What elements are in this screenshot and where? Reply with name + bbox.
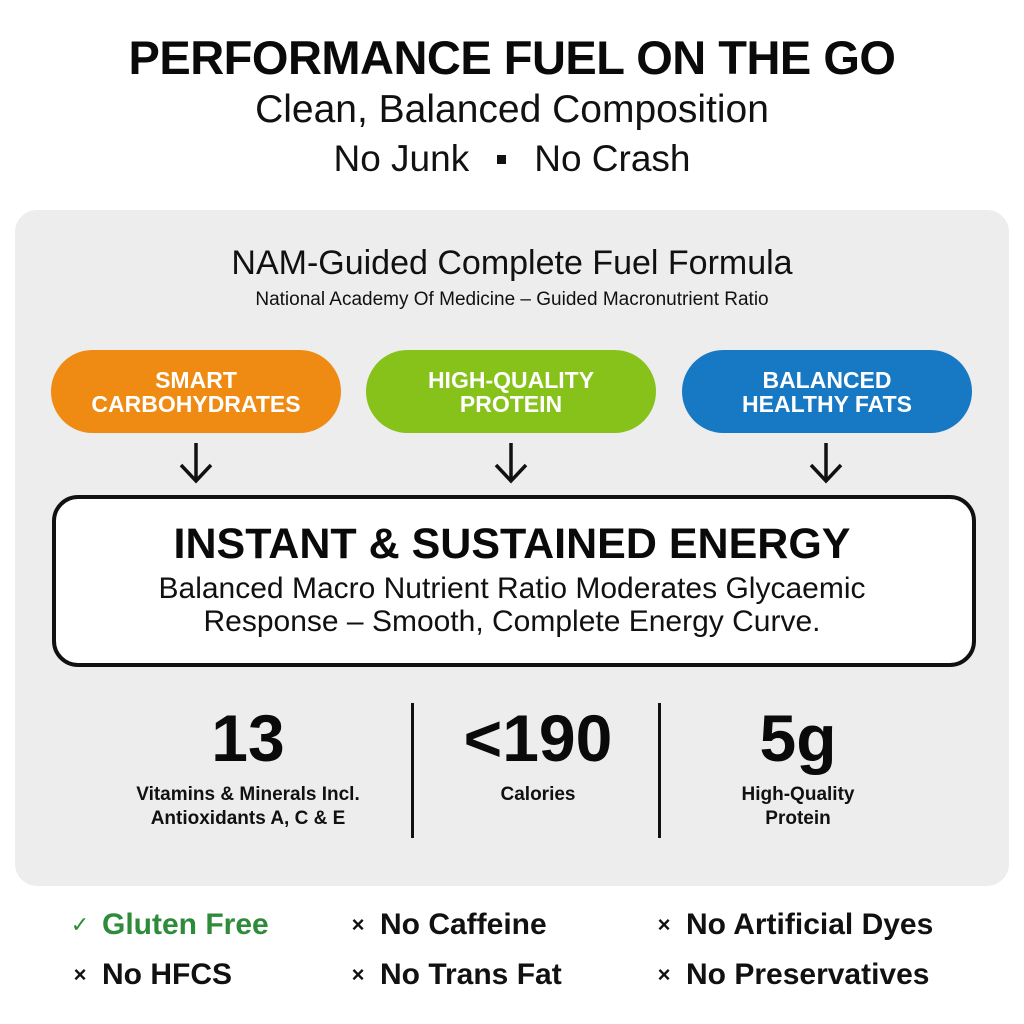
claim-no-artificial-dyes: × No Artificial Dyes (654, 908, 934, 942)
cross-icon: × (351, 962, 365, 987)
down-arrow-icon (494, 443, 528, 484)
pill-high-quality-protein: HIGH-QUALITY PROTEIN (366, 350, 656, 433)
stat-label-line-1: High-Quality (741, 784, 855, 805)
headline: PERFORMANCE FUEL ON THE GO (128, 31, 896, 84)
energy-box (52, 495, 976, 667)
claim-text: No Artificial Dyes (686, 908, 934, 941)
energy-description: Balanced Macro Nutrient Ratio Moderates … (0, 572, 1024, 638)
claim-text: No HFCS (102, 958, 232, 991)
tagline: No Junk No Crash (0, 138, 1024, 180)
cross-icon: × (657, 912, 671, 937)
stat-label-line-2: Protein (765, 808, 831, 829)
pill-line-2: CARBOHYDRATES (91, 390, 301, 417)
pill-line-1: BALANCED (762, 366, 892, 393)
claim-text: No Trans Fat (380, 958, 562, 991)
stat-label-line-1: Calories (500, 784, 576, 805)
stat-label-protein: High-Quality Protein (663, 783, 933, 831)
down-arrow-icon (179, 443, 213, 484)
tagline-left: No Junk (333, 138, 470, 179)
stat-value-protein: 5g (759, 701, 837, 775)
down-arrow-icon (809, 443, 843, 484)
cross-icon: × (657, 962, 671, 987)
stat-value-vitamins: 13 (211, 701, 285, 775)
check-icon: ✓ (70, 912, 90, 937)
bullet-separator-icon (497, 154, 507, 164)
formula-title: NAM-Guided Complete Fuel Formula (231, 244, 793, 282)
pill-balanced-healthy-fats: BALANCED HEALTHY FATS (682, 350, 972, 433)
claim-no-preservatives: × No Preservatives (654, 958, 930, 992)
energy-title: INSTANT & SUSTAINED ENERGY (173, 520, 851, 568)
stat-label-line-1: Vitamins & Minerals Incl. (136, 784, 360, 805)
pill-line-2: HEALTHY FATS (742, 390, 912, 417)
formula-subtitle: National Academy Of Medicine – Guided Ma… (255, 289, 769, 310)
claim-no-hfcs: × No HFCS (70, 958, 232, 992)
claim-no-caffeine: × No Caffeine (348, 908, 547, 942)
cross-icon: × (73, 962, 87, 987)
stat-value-calories: <190 (463, 701, 613, 775)
tagline-right: No Crash (534, 138, 691, 179)
claim-text: Gluten Free (102, 908, 269, 941)
claim-no-trans-fat: × No Trans Fat (348, 958, 562, 992)
stat-divider (411, 703, 414, 838)
cross-icon: × (351, 912, 365, 937)
pill-smart-carbohydrates: SMART CARBOHYDRATES (51, 350, 341, 433)
energy-description-line-1: Balanced Macro Nutrient Ratio Moderates … (158, 572, 866, 605)
stat-label-vitamins: Vitamins & Minerals Incl. Antioxidants A… (98, 783, 398, 831)
pill-line-2: PROTEIN (459, 390, 563, 417)
claim-gluten-free: ✓ Gluten Free (70, 908, 269, 942)
energy-description-line-2: Response – Smooth, Complete Energy Curve… (203, 605, 821, 638)
stat-label-line-2: Antioxidants A, C & E (150, 808, 346, 829)
stat-label-calories: Calories (416, 783, 660, 807)
claim-text: No Caffeine (380, 908, 547, 941)
pill-line-1: SMART (155, 366, 237, 393)
claim-text: No Preservatives (686, 958, 930, 991)
stat-divider (658, 703, 661, 838)
pill-line-1: HIGH-QUALITY (427, 366, 595, 393)
subheadline: Clean, Balanced Composition (255, 88, 769, 131)
